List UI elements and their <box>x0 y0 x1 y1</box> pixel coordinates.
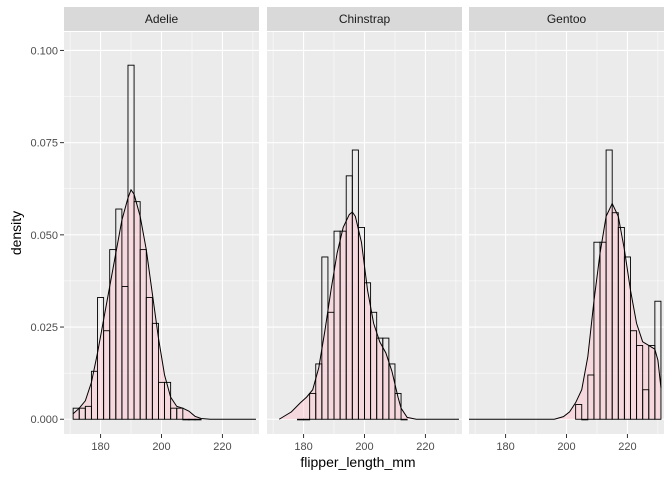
x-tick-label: 180 <box>496 441 514 453</box>
panel-gentoo: Gentoo 180 200 220 <box>469 7 664 453</box>
density-line <box>72 188 256 420</box>
histogram-bar <box>194 418 202 421</box>
histogram-bar <box>400 418 408 421</box>
strip-background <box>267 7 462 31</box>
histogram-bar <box>388 363 396 420</box>
y-tick-label: 0.025 <box>30 322 58 334</box>
x-tick-label: 220 <box>618 441 636 453</box>
x-tick-label: 180 <box>294 441 312 453</box>
x-tick-label: 200 <box>557 441 575 453</box>
density-area <box>469 203 661 420</box>
y-tick-label: 0.100 <box>30 45 58 57</box>
x-tick-label: 200 <box>152 441 170 453</box>
histogram-bar <box>164 381 172 420</box>
y-axis-title: density <box>8 211 24 255</box>
y-tick-label: 0.075 <box>30 138 58 150</box>
histogram-bar <box>151 322 159 420</box>
x-tick-label: 220 <box>213 441 231 453</box>
panel-chinstrap: Chinstrap 180 200 220 <box>267 7 462 453</box>
histogram-bar <box>188 418 196 421</box>
strip-background <box>64 7 259 31</box>
density-area <box>73 189 256 420</box>
x-tick-label: 180 <box>91 441 109 453</box>
strip-label: Gentoo <box>547 12 587 26</box>
panels: Adelie 180 200 220 Chinstrap 180 200 220 Gentoo 1… <box>64 7 664 453</box>
histogram-bar <box>654 300 662 420</box>
y-tick-label: 0.050 <box>30 230 58 242</box>
x-axis-title: flipper_length_mm <box>300 454 415 470</box>
density-line <box>278 211 459 420</box>
strip-label: Chinstrap <box>339 12 391 26</box>
y-axis: 0.000 0.025 0.050 0.075 0.100 <box>30 45 64 426</box>
histogram-bar <box>581 418 589 421</box>
x-tick-label: 220 <box>416 441 434 453</box>
panel-adelie: Adelie 180 200 220 <box>64 7 259 453</box>
histogram-bar <box>636 345 644 420</box>
density-area <box>279 211 459 420</box>
strip-background <box>469 7 664 31</box>
histogram-bar <box>575 404 583 420</box>
strip-label: Adelie <box>145 12 179 26</box>
histogram-bar <box>297 418 305 421</box>
y-tick-label: 0.000 <box>30 414 58 426</box>
histogram-bar <box>182 418 190 421</box>
histogram-bar <box>176 407 184 420</box>
histogram-bar <box>303 418 311 421</box>
x-tick-label: 200 <box>355 441 373 453</box>
density-line <box>469 202 662 420</box>
